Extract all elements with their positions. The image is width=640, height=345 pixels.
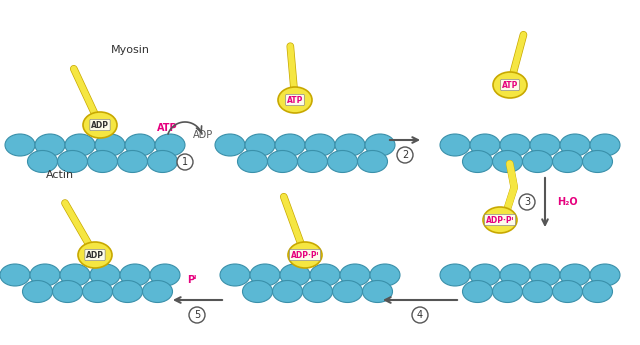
Text: 3: 3 [524, 197, 530, 207]
Ellipse shape [298, 150, 328, 172]
Ellipse shape [582, 150, 612, 172]
Text: ATP: ATP [157, 123, 177, 133]
Text: Myosin: Myosin [111, 45, 150, 55]
Ellipse shape [470, 134, 500, 156]
Text: H₂O: H₂O [557, 197, 578, 207]
Ellipse shape [118, 150, 147, 172]
Circle shape [519, 194, 535, 210]
Ellipse shape [88, 150, 118, 172]
Ellipse shape [280, 264, 310, 286]
Ellipse shape [147, 150, 177, 172]
Ellipse shape [143, 280, 173, 303]
Text: ATP: ATP [502, 80, 518, 89]
Ellipse shape [245, 134, 275, 156]
Ellipse shape [250, 264, 280, 286]
Ellipse shape [365, 134, 395, 156]
Ellipse shape [340, 264, 370, 286]
Ellipse shape [358, 150, 387, 172]
Text: 2: 2 [402, 150, 408, 160]
Ellipse shape [493, 150, 522, 172]
Text: ADP·Pᴵ: ADP·Pᴵ [486, 216, 515, 225]
Ellipse shape [328, 150, 358, 172]
Ellipse shape [268, 150, 298, 172]
Ellipse shape [500, 134, 530, 156]
Ellipse shape [333, 280, 362, 303]
Ellipse shape [273, 280, 303, 303]
Ellipse shape [150, 264, 180, 286]
Ellipse shape [65, 134, 95, 156]
Ellipse shape [590, 134, 620, 156]
Ellipse shape [582, 280, 612, 303]
Text: ADP·Pᴵ: ADP·Pᴵ [291, 250, 319, 259]
Ellipse shape [530, 134, 560, 156]
Ellipse shape [440, 264, 470, 286]
Ellipse shape [125, 134, 155, 156]
Ellipse shape [522, 150, 552, 172]
Ellipse shape [305, 134, 335, 156]
Text: ADP: ADP [91, 120, 109, 129]
Ellipse shape [35, 134, 65, 156]
Ellipse shape [463, 280, 493, 303]
Text: Actin: Actin [46, 170, 74, 180]
Ellipse shape [155, 134, 185, 156]
Circle shape [397, 147, 413, 163]
Text: ATP: ATP [287, 96, 303, 105]
Circle shape [177, 154, 193, 170]
Ellipse shape [215, 134, 245, 156]
Ellipse shape [522, 280, 552, 303]
Ellipse shape [0, 264, 30, 286]
Ellipse shape [493, 280, 522, 303]
Text: Pᴵ: Pᴵ [188, 275, 196, 285]
Text: 4: 4 [417, 310, 423, 320]
Ellipse shape [463, 150, 493, 172]
Ellipse shape [58, 150, 88, 172]
Ellipse shape [530, 264, 560, 286]
Circle shape [189, 307, 205, 323]
Ellipse shape [113, 280, 143, 303]
Ellipse shape [95, 134, 125, 156]
Ellipse shape [288, 242, 322, 268]
Ellipse shape [500, 264, 530, 286]
Ellipse shape [303, 280, 333, 303]
Ellipse shape [483, 207, 517, 233]
Ellipse shape [440, 134, 470, 156]
Ellipse shape [28, 150, 58, 172]
Text: 5: 5 [194, 310, 200, 320]
Text: 1: 1 [182, 157, 188, 167]
Ellipse shape [493, 72, 527, 98]
Ellipse shape [83, 280, 113, 303]
Ellipse shape [30, 264, 60, 286]
Ellipse shape [22, 280, 52, 303]
Ellipse shape [560, 264, 590, 286]
Ellipse shape [362, 280, 392, 303]
Text: ADP: ADP [193, 130, 213, 140]
Ellipse shape [52, 280, 83, 303]
Ellipse shape [335, 134, 365, 156]
Ellipse shape [60, 264, 90, 286]
Ellipse shape [590, 264, 620, 286]
Ellipse shape [370, 264, 400, 286]
Ellipse shape [90, 264, 120, 286]
Ellipse shape [5, 134, 35, 156]
Ellipse shape [237, 150, 268, 172]
Text: ADP: ADP [86, 250, 104, 259]
Ellipse shape [560, 134, 590, 156]
Ellipse shape [310, 264, 340, 286]
Ellipse shape [83, 112, 117, 138]
Ellipse shape [120, 264, 150, 286]
Ellipse shape [78, 242, 112, 268]
Ellipse shape [278, 87, 312, 113]
Circle shape [412, 307, 428, 323]
Ellipse shape [243, 280, 273, 303]
Ellipse shape [552, 150, 582, 172]
Ellipse shape [275, 134, 305, 156]
Ellipse shape [220, 264, 250, 286]
Ellipse shape [552, 280, 582, 303]
Ellipse shape [470, 264, 500, 286]
